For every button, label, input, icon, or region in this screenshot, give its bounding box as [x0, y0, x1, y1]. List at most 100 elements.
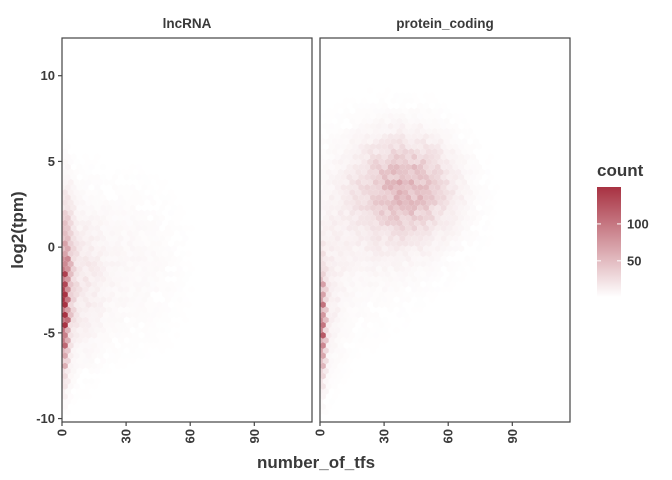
hexbin: [405, 92, 412, 99]
hexbin: [364, 245, 371, 252]
hexbin: [414, 97, 421, 105]
hexbin: [126, 321, 133, 329]
hexbin: [420, 219, 426, 227]
hexbin: [378, 107, 385, 115]
hexbin: [467, 209, 474, 217]
hexbin: [367, 331, 373, 339]
hexbin: [381, 204, 388, 212]
hexbin: [91, 311, 98, 319]
hexbin: [97, 158, 104, 166]
hexbin: [428, 173, 435, 181]
hexbin: [396, 270, 403, 278]
hexbin: [411, 245, 418, 252]
hexbin: [414, 270, 421, 278]
hexbin: [470, 143, 477, 150]
hexbin: [402, 117, 409, 125]
hexbin: [361, 97, 368, 105]
hexbin: [144, 331, 151, 339]
hexbin: [443, 107, 450, 115]
hexbin: [346, 184, 353, 191]
hexbin: [91, 280, 98, 288]
hexbin: [117, 214, 124, 222]
x-tick-label: 90: [247, 429, 262, 443]
hexbin: [390, 270, 397, 278]
hexbin: [484, 199, 491, 207]
hexbin: [67, 331, 74, 339]
hexbin: [417, 245, 424, 252]
hexbin: [417, 235, 424, 242]
hexbin: [73, 168, 80, 176]
hexbin: [423, 153, 429, 161]
hexbin: [64, 408, 71, 416]
hexbin: [358, 204, 365, 212]
hexbin: [393, 143, 400, 150]
hexbin: [320, 214, 323, 222]
hexbin: [62, 347, 65, 354]
hexbin: [355, 260, 362, 268]
hexbin: [358, 194, 365, 201]
hexbin: [426, 138, 432, 145]
hexbin: [484, 178, 491, 186]
hexbin: [129, 204, 136, 212]
hexbin: [408, 87, 415, 94]
hexbin: [452, 265, 459, 273]
hexbin: [443, 127, 450, 135]
hexbin: [156, 270, 163, 278]
hexbin: [126, 240, 133, 247]
hexbin: [367, 117, 373, 125]
hexbin: [325, 301, 332, 309]
hexbin: [399, 265, 406, 273]
hexbin: [117, 306, 124, 314]
hexbin: [135, 265, 142, 273]
hexbin: [322, 194, 329, 201]
hexbin: [484, 158, 491, 166]
hexbin: [331, 393, 338, 400]
hexbin: [378, 199, 385, 207]
hexbin: [373, 209, 379, 217]
hexbin: [126, 250, 133, 258]
hexbin: [168, 342, 174, 349]
hexbin: [153, 316, 160, 324]
hexbin: [340, 214, 347, 222]
hexbin: [135, 173, 142, 181]
hexbin: [358, 224, 365, 232]
hexbin: [328, 143, 335, 150]
hexbin: [91, 158, 98, 166]
hexbin: [62, 398, 65, 405]
hexbin: [334, 367, 341, 375]
hexbin: [328, 265, 335, 273]
hexbin: [399, 245, 406, 252]
hexbin: [405, 122, 412, 130]
hexbin: [405, 235, 412, 242]
hexbin: [64, 286, 71, 293]
hexbin: [399, 235, 406, 242]
hexbin: [325, 209, 332, 217]
hexbin: [76, 255, 83, 263]
hexbin: [106, 367, 113, 375]
hexbin: [325, 342, 332, 349]
hexbin: [76, 204, 83, 212]
hexbin: [440, 224, 447, 232]
hexbin: [337, 199, 344, 207]
hexbin: [449, 168, 456, 176]
hexbin: [399, 306, 406, 314]
hexbin: [390, 331, 397, 339]
hexbin: [334, 102, 341, 110]
hexbin: [91, 250, 98, 258]
hexbin: [464, 214, 471, 222]
hexbin: [487, 224, 494, 232]
hexbin: [364, 163, 371, 171]
hexbin: [331, 321, 338, 329]
hexbin: [115, 270, 121, 278]
hexbin: [340, 255, 347, 263]
hexbin: [170, 286, 177, 293]
hexbin: [100, 224, 107, 232]
hexbin: [144, 321, 151, 329]
hexbin: [428, 255, 435, 263]
hexbin: [455, 189, 462, 196]
hexbin: [408, 178, 415, 186]
hexbin: [367, 291, 373, 298]
hexbin: [337, 311, 344, 319]
hexbin: [320, 280, 326, 288]
hexbin: [343, 362, 350, 370]
